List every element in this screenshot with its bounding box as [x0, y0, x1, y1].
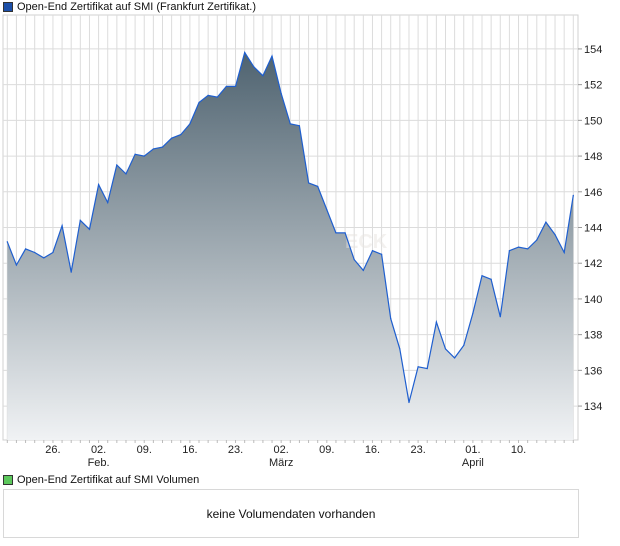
price-legend-label: Open-End Zertifikat auf SMI (Frankfurt Z…	[17, 1, 257, 13]
data-point	[97, 184, 100, 186]
y-tick-label: 148	[584, 151, 602, 163]
y-tick-label: 150	[584, 115, 602, 127]
data-point	[417, 366, 419, 368]
data-point	[79, 219, 81, 221]
data-point	[161, 146, 164, 148]
data-point	[545, 221, 547, 223]
x-month-label: März	[269, 457, 293, 469]
data-point	[180, 134, 182, 136]
x-tick-label: 02.	[274, 444, 289, 456]
y-tick-label: 136	[584, 365, 602, 377]
x-tick-label: 23.	[228, 444, 243, 456]
price-legend: Open-End Zertifikat auf SMI (Frankfurt Z…	[3, 1, 256, 13]
data-point	[189, 123, 191, 125]
data-point	[107, 201, 109, 204]
data-point	[371, 250, 374, 252]
x-month-label: April	[462, 457, 484, 469]
data-point	[253, 66, 255, 68]
data-point	[380, 253, 383, 255]
data-point	[262, 75, 264, 77]
data-point	[61, 225, 63, 227]
y-tick-label: 154	[584, 44, 602, 56]
x-tick-label: 23.	[410, 444, 425, 456]
y-tick-label: 146	[584, 187, 602, 199]
data-point	[6, 241, 8, 243]
data-point	[517, 246, 520, 248]
y-tick-label: 144	[584, 223, 602, 235]
x-tick-label: 09.	[319, 444, 334, 456]
data-point	[289, 123, 291, 125]
data-point	[34, 251, 36, 254]
x-tick-label: 10.	[511, 444, 526, 456]
y-tick-label: 134	[584, 401, 602, 413]
volume-legend: Open-End Zertifikat auf SMI Volumen	[3, 474, 199, 486]
data-point	[554, 234, 556, 236]
data-point	[198, 101, 200, 104]
data-point	[143, 155, 145, 157]
y-tick-label: 142	[584, 258, 602, 270]
data-point	[216, 96, 218, 98]
data-point	[234, 85, 237, 88]
data-point	[426, 367, 428, 370]
volume-legend-swatch	[3, 475, 13, 485]
data-point	[563, 251, 565, 254]
data-point	[307, 182, 310, 184]
data-point	[298, 125, 301, 127]
data-point	[508, 250, 510, 252]
data-point	[271, 55, 273, 57]
price-legend-swatch	[3, 2, 13, 12]
data-point	[353, 259, 355, 261]
data-point	[536, 239, 538, 241]
x-tick-label: 09.	[137, 444, 152, 456]
y-tick-label: 152	[584, 80, 602, 92]
data-point	[527, 248, 529, 250]
data-point	[399, 348, 401, 350]
data-point	[326, 209, 328, 211]
data-point	[43, 257, 45, 259]
data-point	[390, 317, 392, 320]
data-point	[499, 316, 501, 318]
data-point	[463, 344, 465, 346]
data-point	[472, 312, 474, 314]
price-chart: 134 136 138 140 142 144 146 148 150 152 154 ECK 26. 0…	[2, 14, 602, 469]
data-point	[152, 148, 154, 150]
x-tick-label: 02.	[91, 444, 106, 456]
y-tick-label: 140	[584, 294, 602, 306]
data-point	[70, 271, 72, 273]
data-point	[572, 194, 574, 196]
data-point	[408, 401, 410, 404]
data-point	[490, 278, 492, 280]
data-point	[444, 348, 447, 350]
x-tick-label: 01.	[465, 444, 480, 456]
data-point	[344, 232, 346, 234]
data-point	[335, 232, 337, 234]
x-month-label: Feb.	[88, 457, 110, 469]
data-point	[244, 51, 246, 54]
x-tick-label: 26.	[45, 444, 60, 456]
no-volume-message: keine Volumendaten vorhanden	[206, 506, 376, 521]
data-point	[317, 185, 319, 188]
watermark: ECK	[345, 231, 388, 253]
price-area	[7, 52, 574, 440]
x-tick-label: 16.	[182, 444, 197, 456]
volume-panel: keine Volumendaten vorhanden	[3, 489, 579, 538]
data-point	[435, 321, 437, 323]
data-point	[88, 228, 91, 230]
volume-legend-label: Open-End Zertifikat auf SMI Volumen	[17, 474, 200, 486]
data-point	[116, 164, 118, 166]
data-point	[362, 269, 364, 271]
x-tick-label: 16.	[365, 444, 380, 456]
data-point	[52, 251, 54, 254]
data-point	[454, 357, 456, 359]
data-point	[207, 94, 209, 96]
y-tick-label: 138	[584, 330, 602, 342]
data-point	[481, 275, 483, 277]
data-point	[225, 85, 227, 88]
data-point	[134, 153, 136, 155]
data-point	[125, 173, 127, 175]
data-point	[15, 264, 18, 266]
data-point	[280, 92, 282, 95]
data-point	[24, 248, 27, 250]
data-point	[171, 137, 173, 139]
